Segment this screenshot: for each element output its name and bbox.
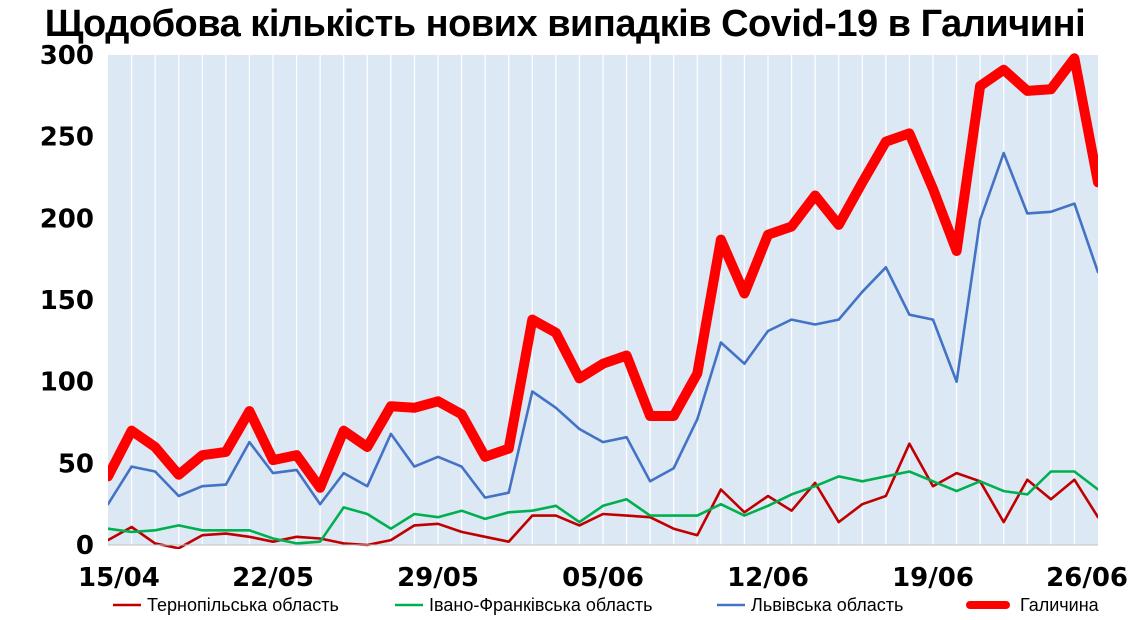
series-line-ivano	[108, 470, 1098, 545]
axes: 0 50 100 150 200 250 300 15/04 22/05 29/05 05/06 12…	[40, 41, 1128, 593]
chart-title: Щодобова кількість нових випадків Covid-…	[44, 3, 1086, 45]
y-tick-label: 0	[76, 531, 94, 561]
legend-label-galychyna: Галичина	[1020, 595, 1100, 615]
series-lines	[108, 53, 1098, 549]
legend-label-ternopil: Тернопільська область	[147, 595, 339, 615]
x-tick-label: 15/04	[78, 563, 160, 593]
x-tick-label: 19/06	[892, 563, 974, 593]
legend-label-ivano: Івано-Франківська область	[429, 595, 653, 615]
y-tick-label: 100	[40, 368, 94, 398]
y-tick-label: 50	[58, 449, 94, 479]
x-tick-label: 29/05	[397, 563, 479, 593]
y-tick-label: 300	[40, 41, 94, 71]
y-tick-label: 250	[40, 123, 94, 153]
legend: Тернопільська область Івано-Франківська о…	[113, 595, 1100, 615]
x-tick-label: 05/06	[562, 563, 644, 593]
y-tick-label: 150	[40, 286, 94, 316]
series-line-ternopil	[108, 442, 1098, 549]
y-tick-label: 200	[40, 204, 94, 234]
x-tick-label: 22/05	[232, 563, 314, 593]
x-tick-label: 12/06	[727, 563, 809, 593]
x-tick-label: 26/06	[1046, 563, 1128, 593]
series-line-galychyna	[108, 53, 1098, 493]
legend-label-lviv: Львівська область	[751, 595, 903, 615]
series-line-lviv	[108, 151, 1098, 506]
